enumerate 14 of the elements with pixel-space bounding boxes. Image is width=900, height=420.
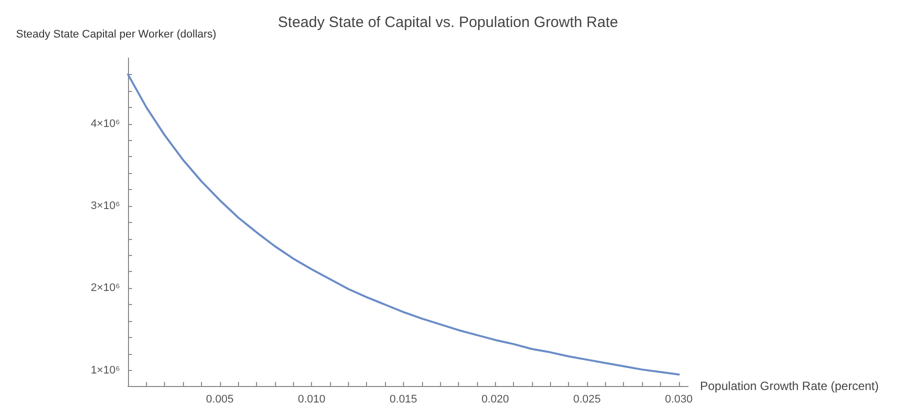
y-tick-label: 1×10⁶: [90, 364, 120, 376]
y-axis-title: Steady State Capital per Worker (dollars): [16, 28, 216, 40]
y-tick-label: 4×10⁶: [90, 118, 120, 130]
line-series: [127, 73, 680, 376]
x-tick-label: 0.025: [573, 394, 601, 406]
x-tick-label: 0.020: [481, 394, 509, 406]
chart-title: Steady State of Capital vs. Population Growth Rate: [278, 14, 618, 31]
x-tick-label: 0.010: [298, 394, 326, 406]
x-axis-title: Population Growth Rate (percent): [700, 379, 879, 393]
y-tick-label: 3×10⁶: [90, 200, 120, 212]
x-tick-label: 0.015: [390, 394, 418, 406]
x-tick-label: 0.005: [206, 394, 234, 406]
x-tick-label: 0.030: [665, 394, 693, 406]
y-tick-label: 2×10⁶: [90, 282, 120, 294]
